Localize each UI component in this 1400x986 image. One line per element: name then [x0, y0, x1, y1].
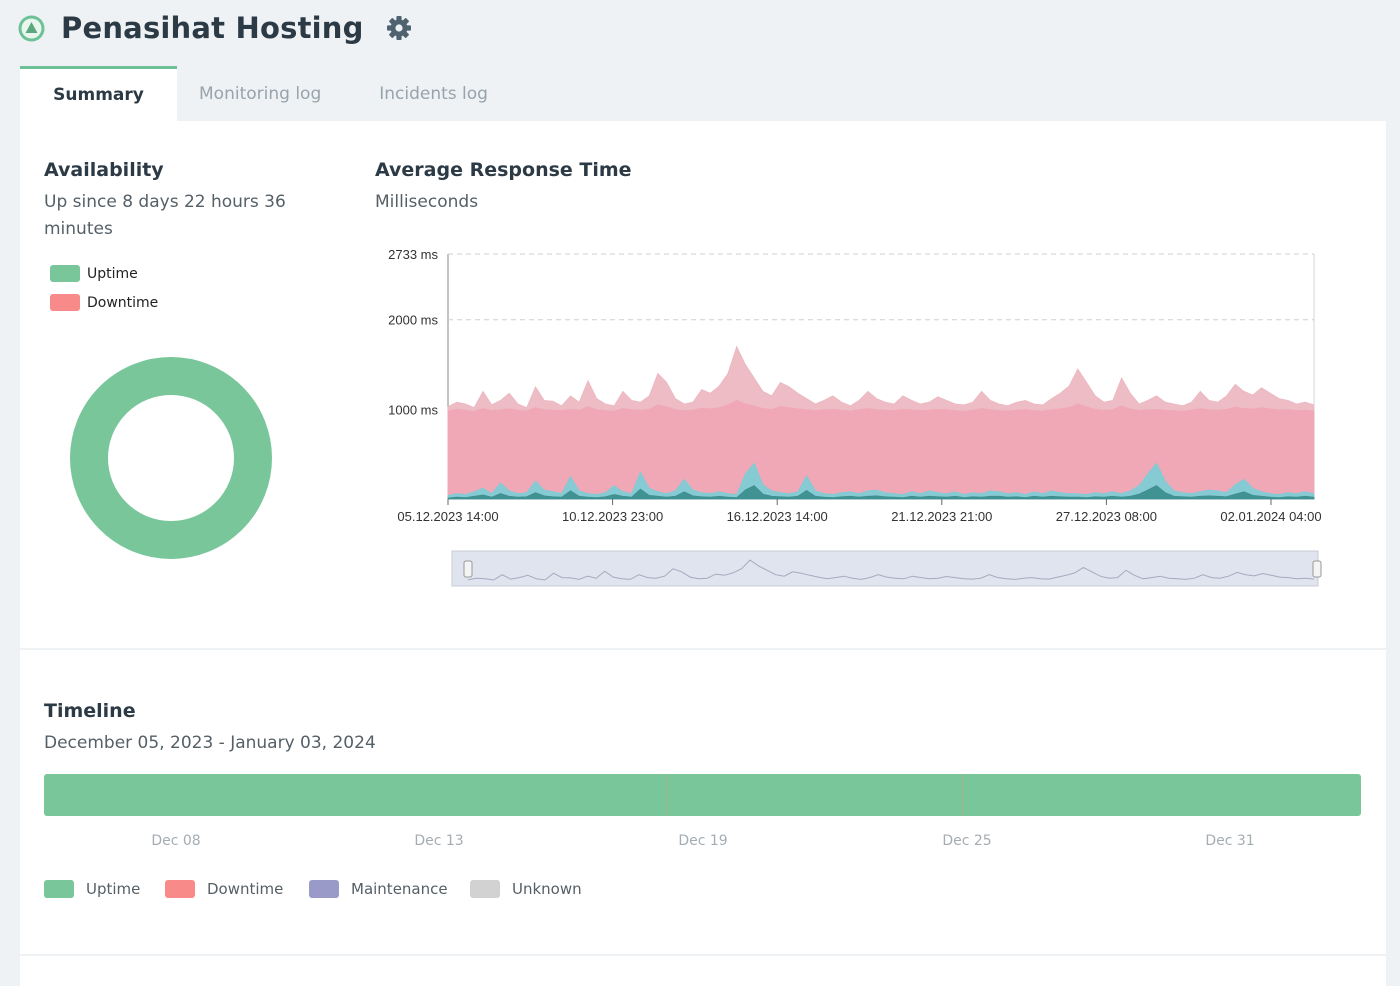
timeline-segment-divider [962, 774, 963, 816]
donut-slice-uptime[interactable] [70, 357, 272, 559]
y-tick-label: 2000 ms [388, 313, 438, 328]
gear-icon[interactable] [386, 15, 412, 41]
y-tick-label: 1000 ms [388, 402, 438, 417]
x-tick-label: 05.12.2023 14:00 [397, 509, 498, 524]
timeline-legend-maintenance[interactable]: Maintenance [309, 880, 448, 898]
legend-downtime[interactable]: Downtime [50, 294, 158, 311]
availability-donut-chart[interactable] [60, 347, 282, 569]
timeline-legend-uptime[interactable]: Uptime [44, 880, 140, 898]
x-tick-label: 21.12.2023 21:00 [891, 509, 992, 524]
tab-bar: Summary Monitoring log Incidents log [20, 66, 524, 121]
response-series-1[interactable] [447, 399, 1315, 500]
timeline-segment-divider [667, 774, 668, 816]
timeline-legend-downtime[interactable]: Downtime [165, 880, 283, 898]
x-tick-label: 27.12.2023 08:00 [1056, 509, 1157, 524]
response-series-3[interactable] [447, 485, 1315, 500]
navigator-series [467, 559, 1315, 581]
navigator-window[interactable] [451, 550, 1319, 587]
timeline-legend-maintenance-label: Maintenance [351, 880, 448, 898]
timeline-range: December 05, 2023 - January 03, 2024 [44, 733, 376, 753]
timeline-bar[interactable] [44, 774, 1361, 816]
timeline-card: Timeline December 05, 2023 - January 03,… [20, 650, 1386, 954]
availability-subtitle: Up since 8 days 22 hours 36 minutes [44, 189, 286, 243]
timeline-tick: Dec 19 [678, 833, 728, 849]
x-tick-label: 16.12.2023 14:00 [727, 509, 828, 524]
timeline-tick: Dec 25 [942, 833, 992, 849]
range-navigator[interactable] [451, 550, 1322, 587]
maintenance-swatch [309, 880, 339, 898]
availability-subtitle-line2: minutes [44, 219, 113, 239]
x-tick-label: 10.12.2023 23:00 [562, 509, 663, 524]
timeline-title: Timeline [44, 700, 136, 722]
timeline-legend-downtime-label: Downtime [207, 880, 284, 898]
page-header: Penasihat Hosting [18, 6, 412, 50]
timeline-legend-unknown[interactable]: Unknown [470, 880, 582, 898]
navigator-handle-right[interactable] [1312, 560, 1322, 578]
response-time-chart[interactable]: 1000 ms 2000 ms 2733 ms 05.12.2023 14:00 10.… [370, 236, 1370, 596]
timeline-tick: Dec 08 [151, 833, 201, 849]
y-tick-label: 2733 ms [388, 247, 438, 262]
tab-summary[interactable]: Summary [20, 66, 177, 121]
availability-title: Availability [44, 159, 164, 181]
response-time-subtitle: Milliseconds [375, 192, 479, 212]
navigator-handle-left[interactable] [463, 560, 473, 578]
downtime-swatch [50, 294, 80, 311]
summary-card: Availability Up since 8 days 22 hours 36… [20, 121, 1386, 648]
uptime-swatch [50, 265, 80, 282]
legend-uptime-label: Uptime [87, 265, 138, 282]
timeline-legend-unknown-label: Unknown [512, 880, 582, 898]
up-arrow-icon [18, 15, 45, 41]
timeline-legend-uptime-label: Uptime [86, 880, 141, 898]
tab-incidents-log[interactable]: Incidents log [379, 83, 488, 104]
tab-monitoring-log[interactable]: Monitoring log [199, 83, 322, 104]
response-time-title: Average Response Time [375, 159, 632, 181]
legend-uptime[interactable]: Uptime [50, 265, 138, 282]
downtime-swatch [165, 880, 195, 898]
timeline-tick: Dec 13 [414, 833, 464, 849]
timeline-tick: Dec 31 [1205, 833, 1255, 849]
unknown-swatch [470, 880, 500, 898]
legend-downtime-label: Downtime [87, 294, 159, 311]
page-title: Penasihat Hosting [61, 11, 364, 45]
footer-card [20, 956, 1386, 986]
uptime-swatch [44, 880, 74, 898]
x-tick-label: 02.01.2024 04:00 [1220, 509, 1321, 524]
availability-subtitle-line1: Up since 8 days 22 hours 36 [44, 192, 286, 212]
